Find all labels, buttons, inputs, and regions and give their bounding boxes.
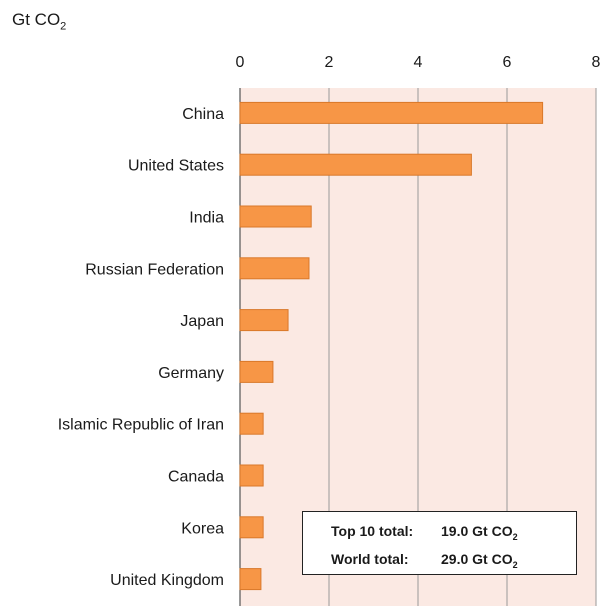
bar	[239, 205, 312, 228]
category-label: United Kingdom	[110, 572, 224, 589]
bar	[239, 412, 264, 435]
category-labels: China United States India Russian Federatio…	[58, 106, 224, 589]
world-total-line: World total: 29.0 Gt CO2	[331, 550, 518, 570]
category-label: India	[189, 210, 224, 227]
x-tick-label: 2	[325, 54, 334, 71]
totals-annotation: Top 10 total: 19.0 Gt CO2 World total: 29.…	[302, 511, 577, 575]
bar	[239, 464, 264, 487]
bar	[239, 568, 262, 591]
bar	[239, 309, 289, 332]
bar	[239, 153, 472, 176]
category-label: Germany	[158, 365, 224, 382]
bar	[239, 257, 310, 280]
category-label: China	[182, 106, 224, 123]
top10-total-line: Top 10 total: 19.0 Gt CO2	[331, 523, 518, 542]
unit-label: Gt CO2	[12, 10, 67, 33]
x-tick-label: 6	[503, 54, 512, 71]
bars	[239, 101, 544, 591]
bar	[239, 101, 544, 124]
category-label: Korea	[181, 520, 224, 537]
x-tick-label: 0	[236, 54, 245, 71]
bar	[239, 516, 264, 539]
category-label: Russian Federation	[85, 261, 224, 278]
category-label: Islamic Republic of Iran	[58, 417, 224, 434]
category-label: Japan	[180, 313, 224, 330]
x-tick-label: 4	[414, 54, 423, 71]
category-label: United States	[128, 158, 224, 175]
x-axis-ticks: 0 2 4 6 8	[236, 54, 601, 71]
x-tick-label: 8	[592, 54, 601, 71]
category-label: Canada	[168, 469, 224, 486]
bar	[239, 360, 274, 383]
